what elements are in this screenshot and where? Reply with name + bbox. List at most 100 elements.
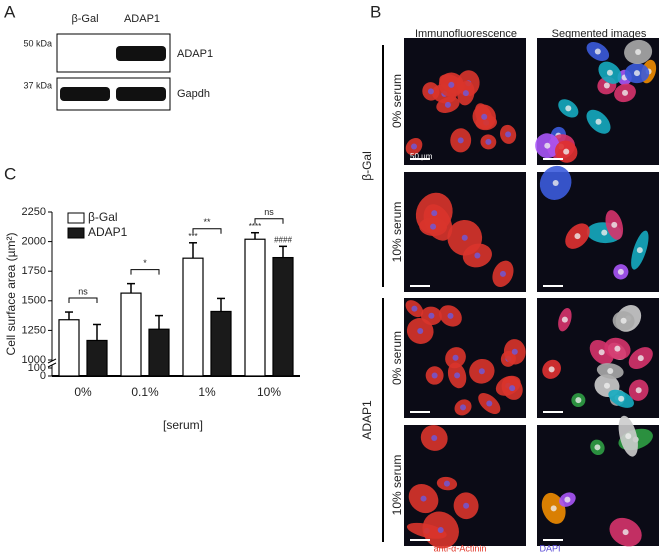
scale-label: 50 µm: [410, 152, 433, 161]
nucleus: [594, 48, 601, 55]
nucleus: [618, 395, 625, 402]
nucleus: [620, 317, 627, 324]
group-label: β-Gal: [360, 151, 374, 181]
nucleus: [428, 312, 435, 319]
significance-label: *: [143, 258, 147, 268]
nucleus: [574, 233, 581, 240]
protein-label: Gapdh: [177, 88, 210, 100]
significance-bracket: [192, 228, 222, 234]
y-tick-label: 0: [40, 370, 46, 382]
nucleus: [637, 355, 644, 362]
column-header: Immunofluorescence: [415, 28, 517, 40]
band: [116, 87, 166, 101]
nucleus: [598, 349, 605, 356]
y-tick-label: 100: [28, 362, 46, 374]
significance-bracket: [130, 269, 160, 275]
nucleus: [454, 372, 461, 379]
nucleus: [603, 82, 610, 89]
nucleus: [474, 252, 481, 259]
nucleus: [486, 400, 493, 407]
protein-label: ADAP1: [177, 48, 213, 60]
nucleus: [617, 268, 624, 275]
axis-break: [47, 358, 57, 364]
nucleus: [427, 88, 434, 95]
nucleus: [411, 143, 418, 150]
stain-label: anti-α-Actinin: [434, 543, 487, 553]
nucleus: [417, 328, 424, 335]
legend-label: ADAP1: [88, 225, 128, 239]
nucleus: [431, 372, 438, 379]
nucleus: [430, 223, 437, 230]
y-axis-label: Cell surface area (µm²): [4, 233, 18, 356]
nucleus: [457, 137, 464, 144]
nucleus: [462, 90, 469, 97]
nucleus: [552, 179, 559, 186]
legend-swatch: [67, 227, 85, 239]
nucleus: [499, 270, 506, 277]
nucleus: [564, 496, 571, 503]
panel-label: C: [4, 164, 16, 183]
nucleus: [563, 148, 570, 155]
nucleus: [420, 495, 427, 502]
bar: [210, 310, 232, 377]
nucleus: [550, 505, 557, 512]
stain-label: DAPI: [539, 543, 560, 553]
significance-bracket: [68, 297, 98, 304]
nucleus: [460, 404, 467, 411]
nucleus: [635, 48, 642, 55]
bar: [148, 328, 170, 377]
row-label: 10% serum: [390, 202, 404, 263]
row-label: 10% serum: [390, 455, 404, 516]
nucleus: [611, 221, 618, 228]
nucleus: [511, 348, 518, 355]
nucleus: [411, 305, 418, 312]
nucleus: [594, 444, 601, 451]
lane-label: β-Gal: [71, 13, 98, 25]
marker-label: 50 kDa: [23, 38, 52, 48]
nucleus: [595, 118, 602, 125]
bar-annotation: ####: [274, 235, 292, 244]
y-tick-label: 2250: [22, 206, 46, 218]
nucleus: [481, 113, 488, 120]
significance-label: **: [203, 217, 211, 227]
nucleus: [437, 527, 444, 534]
x-tick-label: 0.1%: [131, 385, 159, 399]
nucleus: [544, 142, 551, 149]
nucleus: [606, 69, 613, 76]
bar: [244, 238, 266, 377]
nucleus: [485, 138, 492, 145]
y-tick-label: 1250: [22, 324, 46, 336]
nucleus: [636, 247, 643, 254]
panel-label: B: [370, 2, 381, 21]
marker-label: 37 kDa: [23, 80, 52, 90]
nucleus: [505, 131, 512, 138]
nucleus: [478, 368, 485, 375]
lane-label: ADAP1: [124, 13, 160, 25]
x-tick-label: 1%: [198, 385, 216, 399]
bar-annotation: ***: [188, 232, 197, 241]
nucleus: [448, 81, 455, 88]
bar: [182, 257, 204, 377]
nucleus: [443, 480, 450, 487]
nucleus: [575, 397, 582, 404]
axis-break: [47, 362, 57, 368]
legend-label: β-Gal: [88, 210, 118, 224]
x-axis-label: [serum]: [163, 418, 203, 432]
significance-label: ns: [264, 207, 274, 217]
nucleus: [622, 89, 629, 96]
nucleus: [614, 345, 621, 352]
row-label: 0% serum: [390, 74, 404, 128]
nucleus: [622, 529, 629, 536]
nucleus: [625, 433, 632, 440]
y-tick-label: 1000: [22, 354, 46, 366]
nucleus: [452, 354, 459, 361]
y-tick-label: 1500: [22, 295, 46, 307]
row-label: 0% serum: [390, 331, 404, 385]
significance-bracket: [254, 218, 284, 224]
bar-annotation: ****: [249, 222, 261, 231]
band: [116, 46, 166, 61]
image-grid: [404, 38, 659, 549]
nucleus: [463, 502, 470, 509]
y-tick-label: 1750: [22, 265, 46, 277]
